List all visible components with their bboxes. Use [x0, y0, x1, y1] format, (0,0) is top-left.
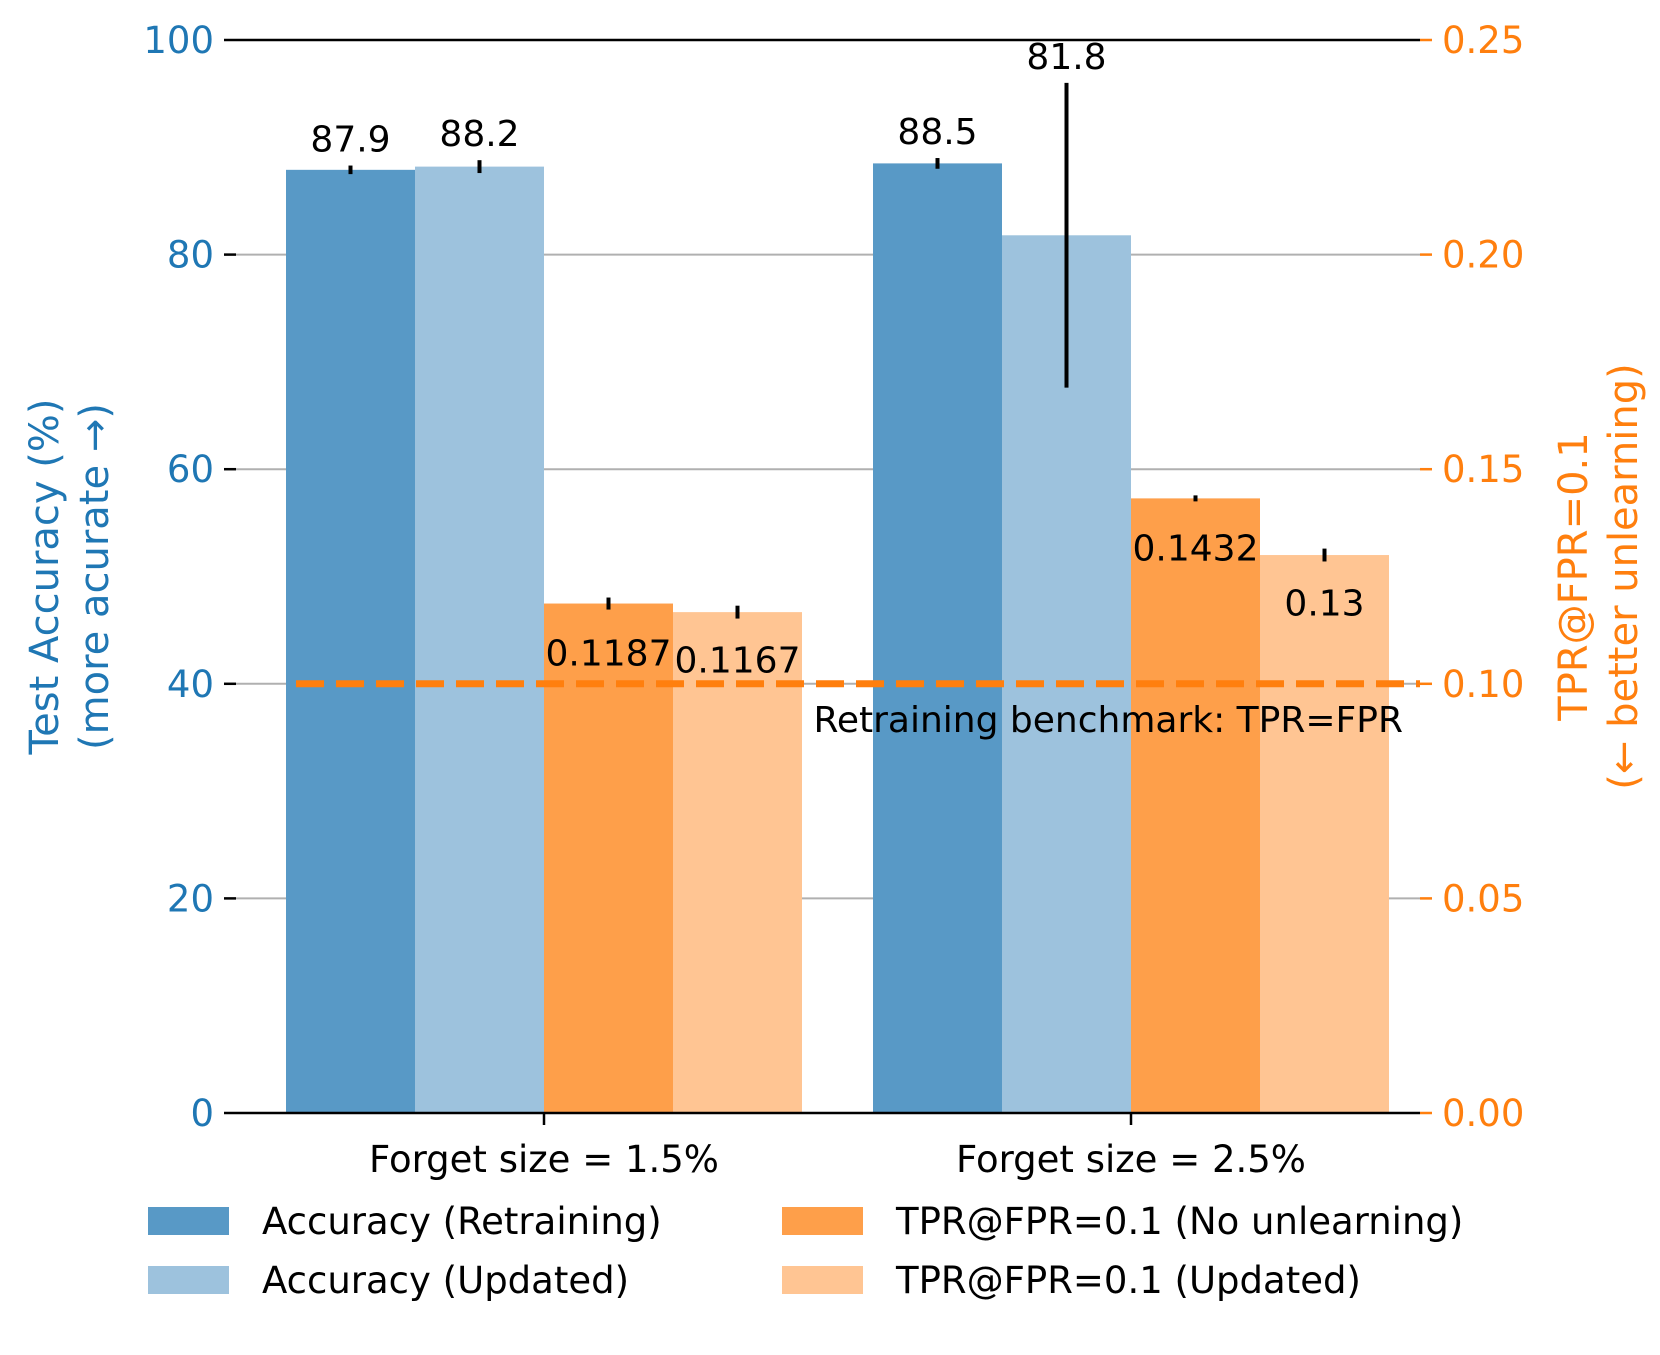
right-axis-tick-label: 0.15 [1442, 448, 1524, 491]
bar [1131, 498, 1260, 1113]
x-axis-tick-label: Forget size = 2.5% [956, 1138, 1306, 1181]
left-axis-tick-label: 80 [167, 234, 214, 277]
bar [673, 612, 802, 1113]
bar [1260, 555, 1389, 1113]
bar-value-label: 0.13 [1284, 584, 1364, 625]
left-axis-tick-label: 100 [143, 19, 214, 62]
legend-label: TPR@FPR=0.1 (No unlearning) [895, 1200, 1463, 1243]
left-axis-tick-label: 40 [167, 663, 214, 706]
right-axis-subtitle: (← better unlearning) [1601, 363, 1647, 789]
bar [544, 603, 673, 1113]
x-axis-tick-label: Forget size = 1.5% [369, 1138, 719, 1181]
bar-value-label: 0.1167 [675, 641, 801, 682]
left-axis-tick-label: 0 [190, 1092, 214, 1135]
left-axis-title: Test Accuracy (%) [22, 398, 68, 755]
value-labels: 87.9 88.5 88.2 81.8 0.1187 0.1432 0.1167 0.13 [310, 37, 1364, 682]
right-axis-tick-label: 0.05 [1442, 877, 1524, 920]
legend-label: Accuracy (Retraining) [262, 1200, 662, 1243]
reference-line-label: Retraining benchmark: TPR=FPR [813, 700, 1403, 741]
bars [286, 163, 1389, 1113]
bar-value-label: 0.1187 [546, 634, 672, 675]
bar-value-label: 88.5 [897, 112, 977, 153]
bar-value-label: 0.1432 [1133, 528, 1259, 569]
legend-swatch [782, 1266, 863, 1294]
legend-label: TPR@FPR=0.1 (Updated) [895, 1259, 1361, 1302]
legend: Accuracy (Retraining) Accuracy (Updated) T… [148, 1200, 1463, 1302]
left-axis-tick-label: 60 [167, 448, 214, 491]
legend-swatch [148, 1266, 229, 1294]
right-axis-title: TPR@FPR=0.1 [1551, 432, 1597, 721]
bar-value-label: 81.8 [1026, 37, 1106, 78]
left-axis-subtitle: (more acurate →) [72, 403, 118, 750]
bar [415, 166, 544, 1113]
right-axis-tick-label: 0.20 [1442, 234, 1524, 277]
right-axis-tick-label: 0.10 [1442, 663, 1524, 706]
error-bars [348, 82, 1327, 619]
legend-swatch [782, 1207, 863, 1235]
axes: 0 20 40 60 80 100 0.00 0.05 0.10 0.15 0.20 0.25 Forg… [22, 19, 1647, 1181]
legend-swatch [148, 1207, 229, 1235]
bar-value-label: 87.9 [310, 120, 390, 161]
bar-value-label: 88.2 [439, 114, 519, 155]
legend-label: Accuracy (Updated) [262, 1259, 629, 1302]
reference-line-group: Retraining benchmark: TPR=FPR [296, 680, 1420, 741]
left-axis-tick-label: 20 [167, 877, 214, 920]
bar [873, 163, 1002, 1113]
right-axis-tick-label: 0.25 [1442, 19, 1524, 62]
right-axis-tick-label: 0.00 [1442, 1092, 1524, 1135]
bar [286, 169, 415, 1113]
